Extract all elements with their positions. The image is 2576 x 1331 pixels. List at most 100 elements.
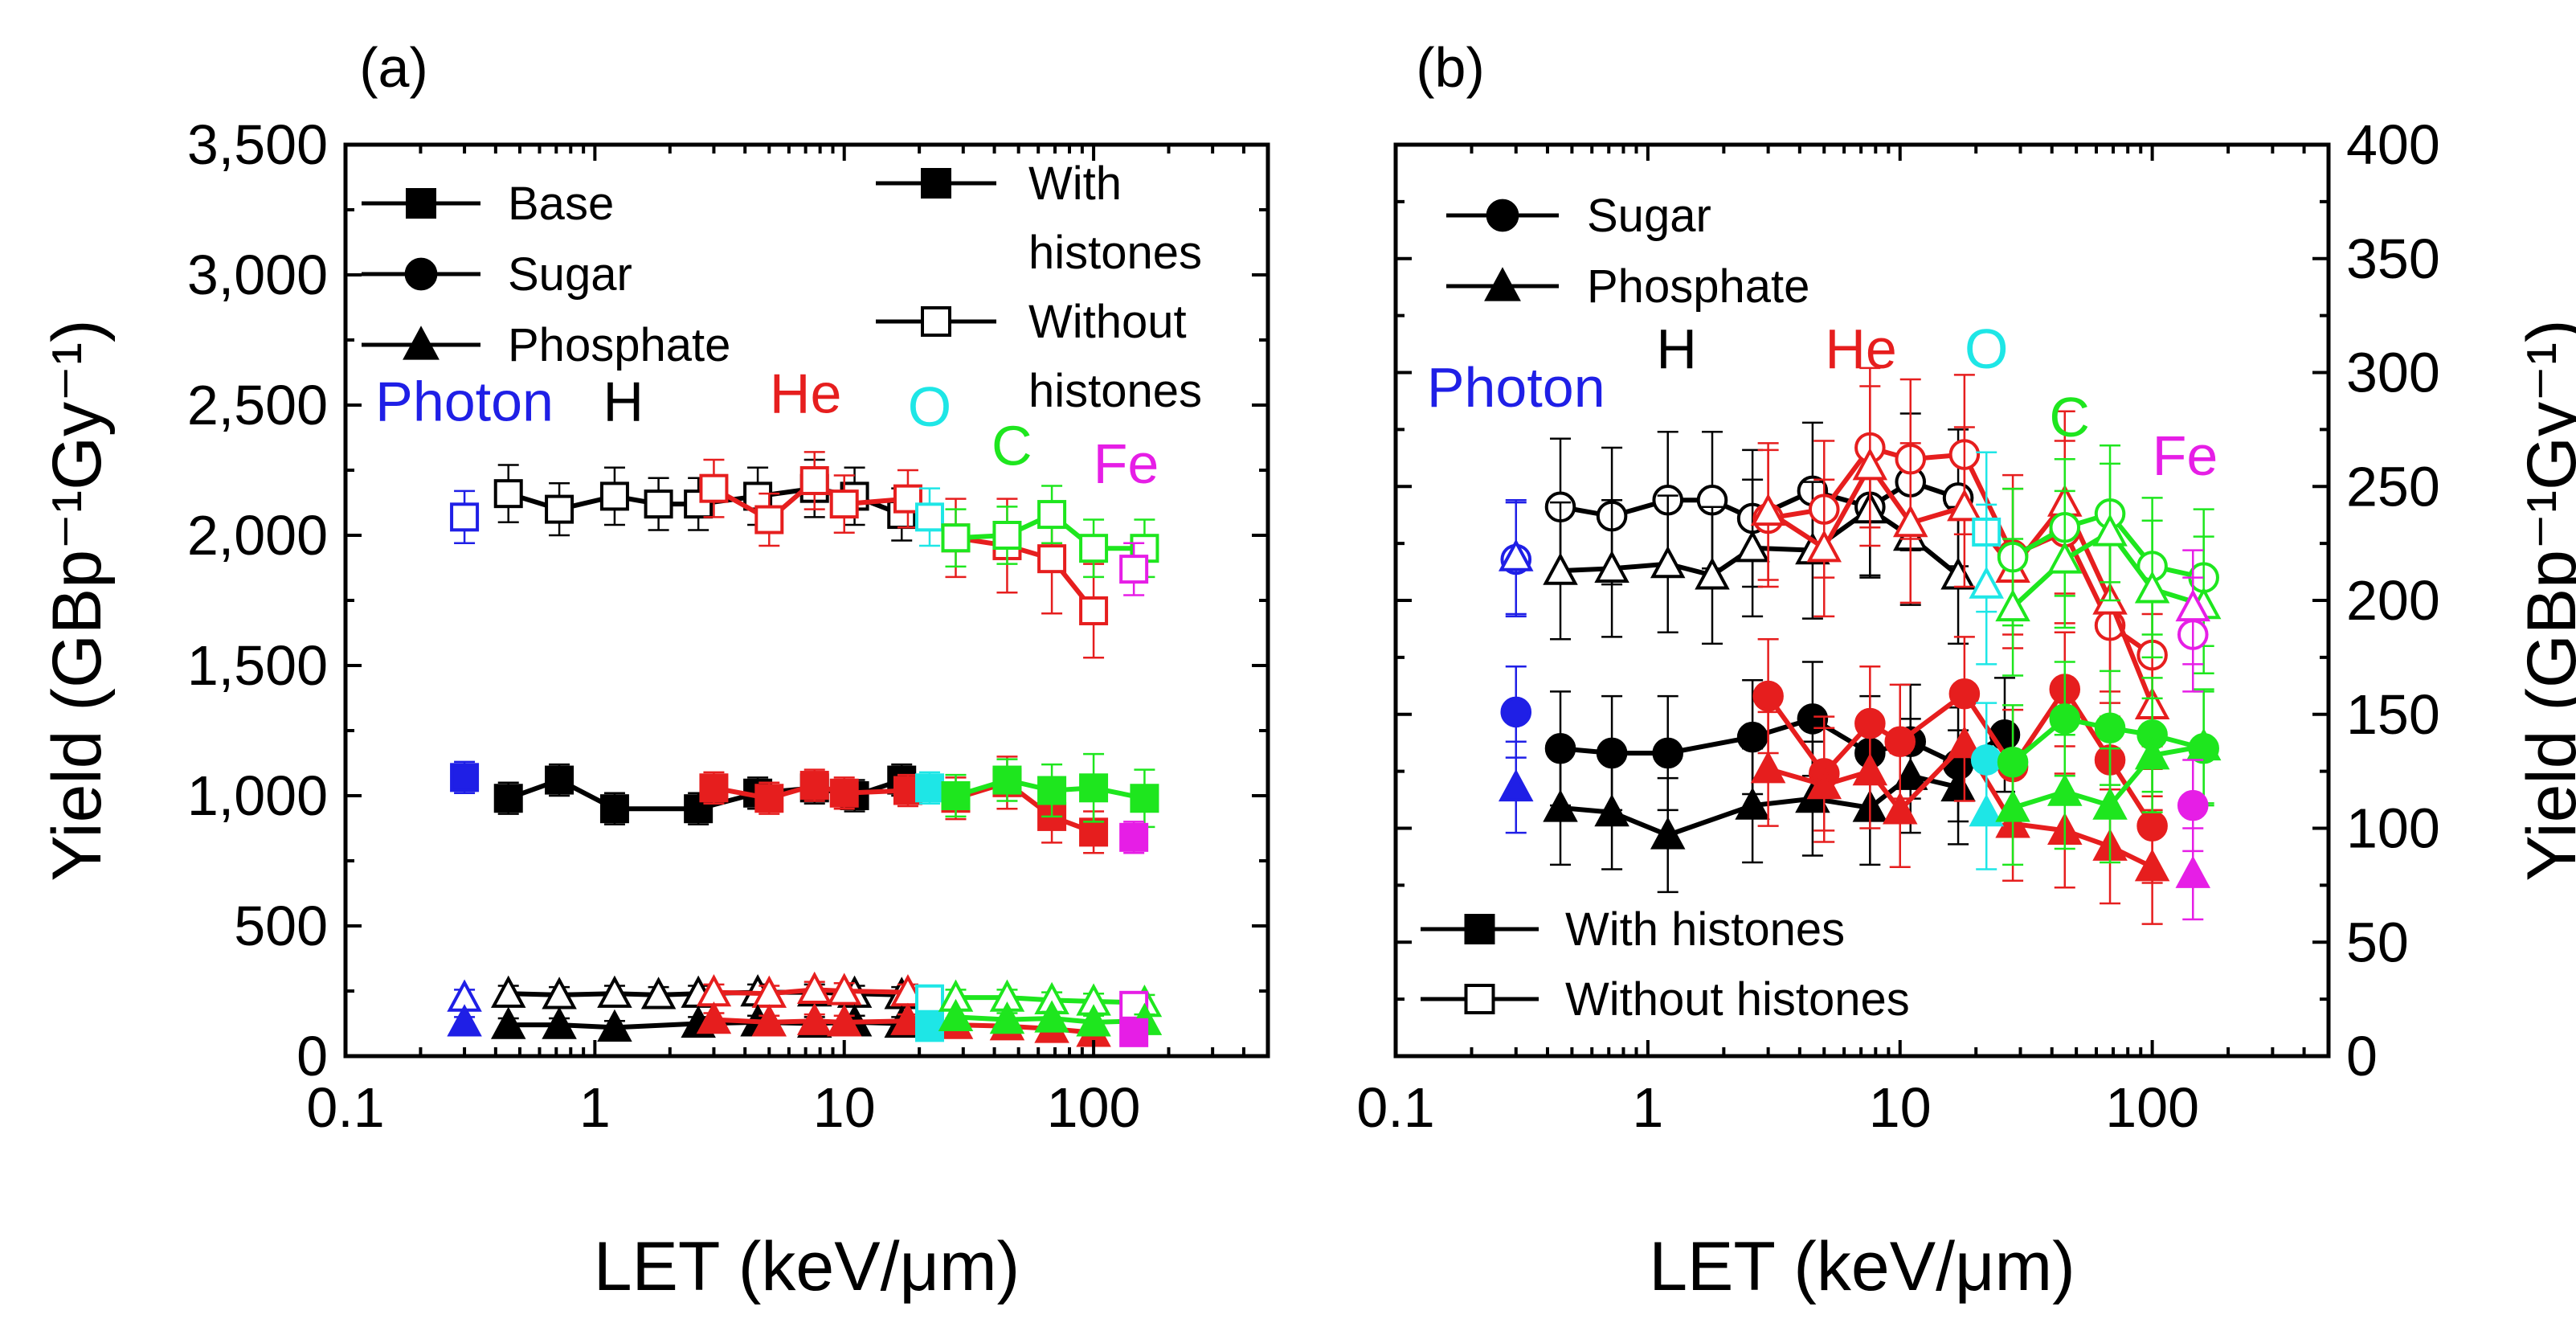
data-point: [2049, 703, 2081, 735]
x-tick-label: 100: [1047, 1076, 1141, 1139]
y-tick-label: 1,000: [187, 764, 328, 827]
plot-area: [1499, 367, 2222, 925]
data-point: [1695, 557, 1730, 590]
y-tick-label: 500: [234, 895, 328, 957]
data-point: [699, 473, 729, 503]
series-o-base-with-histones: [914, 771, 944, 805]
data-point: [1543, 789, 1578, 822]
series-o-phosphate-without-histones: [1969, 503, 2004, 666]
data-point: [1119, 555, 1149, 584]
data-point: [826, 973, 862, 1005]
legend-marker: [1464, 984, 1495, 1014]
x-axis-title: LET (keV/μm): [594, 1228, 1020, 1305]
series-c-sugar-phosphate-without-histones: [938, 979, 1163, 1018]
data-point: [2092, 514, 2128, 547]
legend-item-with-histones: With histones: [876, 158, 1202, 279]
data-point: [2186, 727, 2222, 761]
data-point: [1119, 1018, 1149, 1047]
data-point: [914, 502, 944, 532]
y-tick-label: 1,500: [187, 634, 328, 697]
legend-item-phosphate: Phosphate: [362, 319, 730, 371]
legend-item-sugar: Sugar: [1446, 190, 1711, 242]
data-point: [2134, 571, 2170, 604]
y-tick-label: 350: [2346, 227, 2440, 290]
legend-label: Phosphate: [508, 319, 730, 371]
legend-label: Phosphate: [1587, 260, 1809, 313]
data-point: [493, 784, 523, 813]
series-line: [1560, 716, 2006, 768]
data-point: [754, 505, 784, 534]
legend-item-with-histones: With histones: [1421, 903, 1845, 956]
data-point: [1076, 1004, 1111, 1037]
data-point: [1892, 757, 1928, 790]
x-axis-title: LET (keV/μm): [1649, 1228, 2075, 1305]
annotation-o: O: [908, 375, 951, 438]
x-tick-label: 1: [1632, 1076, 1663, 1139]
data-point: [1852, 448, 1888, 481]
panel-a: (a)05001,0001,5002,0002,5003,0003,5000.1…: [39, 36, 1270, 1305]
annotation-fe: Fe: [1094, 432, 1159, 495]
y-axis-title: Yield (GBp⁻¹Gy⁻¹): [2513, 319, 2576, 881]
legend-marker: [921, 306, 951, 337]
data-point: [1735, 530, 1770, 563]
y-tick-label: 0: [296, 1025, 328, 1087]
y-axis: 0 500 1,000 1,500 2,000 2,500 3,000 3,500: [187, 113, 1268, 1087]
data-point: [699, 773, 729, 803]
data-point: [545, 765, 574, 795]
data-point: [799, 771, 829, 801]
data-point: [743, 481, 773, 511]
series-fe-sugar-phosphate-with-histones: [1119, 1018, 1149, 1047]
series-fe-base-with-histones: [1119, 821, 1149, 854]
data-point: [2177, 789, 2209, 821]
data-point: [941, 781, 971, 810]
data-point: [490, 1006, 526, 1039]
data-point: [799, 465, 829, 495]
y-tick-label: 2,000: [187, 504, 328, 567]
legend-item-phosphate: Phosphate: [1446, 260, 1809, 313]
legend-marker: [406, 188, 436, 219]
legend-label: With histones: [1565, 903, 1845, 956]
panel-label: (a): [359, 36, 428, 99]
data-point: [2134, 849, 2170, 882]
series-fe-phosphate-with-histones: [2175, 827, 2211, 921]
legend: Base Sugar Phosphate With histones Without his…: [362, 158, 1202, 417]
data-point: [1119, 822, 1149, 852]
data-point: [644, 489, 673, 519]
data-point: [1969, 794, 2004, 827]
legend-item-without-histones: Without histones: [876, 296, 1202, 417]
series-o-sugar-phosphate-with-histones: [914, 1013, 944, 1042]
data-point: [1735, 787, 1770, 820]
data-point: [684, 489, 714, 519]
data-point: [450, 502, 480, 532]
data-point: [992, 765, 1022, 795]
data-point: [1750, 751, 1786, 784]
data-point: [1499, 539, 1534, 571]
data-point: [1037, 544, 1067, 574]
series-photon-base-without-histones: [450, 489, 480, 544]
series-o-base-without-histones: [914, 487, 944, 547]
legend-label: With: [1028, 158, 1122, 210]
data-point: [2092, 787, 2128, 820]
series-photon-sugar-phosphate-with-histones: [447, 1004, 482, 1037]
data-point: [597, 975, 632, 1008]
y-tick-label: 250: [2346, 455, 2440, 518]
legend-marker: [403, 326, 440, 360]
data-point: [1079, 817, 1109, 847]
data-point: [1543, 552, 1578, 585]
y-tick-label: 2,500: [187, 374, 328, 436]
data-point: [941, 523, 971, 553]
data-point: [1130, 784, 1159, 813]
data-point: [2047, 773, 2083, 806]
legend-item-sugar: Sugar: [362, 248, 632, 301]
data-point: [1034, 1000, 1069, 1033]
legend-marker: [1464, 914, 1495, 944]
series-h-phosphate-without-histones: [1543, 440, 1976, 645]
data-point: [1995, 789, 2030, 822]
legend-label: Sugar: [508, 248, 632, 301]
legend-marker: [1486, 199, 1519, 232]
series-c-base-with-histones: [941, 752, 1159, 829]
data-point: [1969, 566, 2004, 599]
plot-area: [447, 451, 1163, 1047]
data-point: [1752, 680, 1784, 712]
data-point: [1499, 768, 1534, 802]
